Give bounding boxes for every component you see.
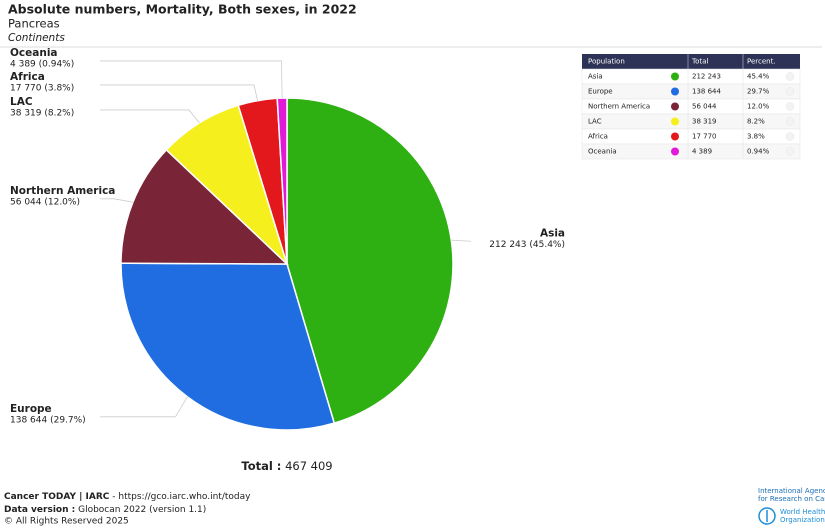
slice-label: Asia — [540, 227, 565, 239]
table-cell: 29.7% — [747, 88, 770, 96]
slice-value-label: 4 389 (0.94%) — [10, 59, 74, 69]
leader-line — [100, 60, 283, 99]
table-header: Population — [588, 58, 625, 66]
version-label: Data version : — [4, 505, 75, 515]
table-header: Total — [691, 58, 708, 66]
color-dot — [671, 132, 679, 141]
slice-label: Africa — [10, 71, 45, 83]
footer-source: Cancer TODAY | IARC - https://gco.iarc.w… — [4, 492, 251, 502]
chart-title: Absolute numbers, Mortality, Both sexes,… — [8, 2, 357, 17]
toggle — [785, 87, 795, 96]
chart-subtitle: Pancreas — [8, 17, 60, 31]
leader-line — [100, 396, 188, 418]
color-dot — [671, 117, 679, 126]
table-cell: 12.0% — [747, 103, 770, 111]
source: Cancer TODAY | IARC — [4, 492, 110, 502]
slice-value-label: 38 319 (8.2%) — [10, 108, 74, 118]
toggle — [785, 72, 795, 81]
iarc-logo-line: for Research on Cancer — [758, 495, 825, 503]
pie-slice — [120, 262, 336, 431]
leader-line — [100, 109, 200, 124]
total-label: Total : — [241, 459, 281, 473]
footer-version: Data version : Globocan 2022 (version 1.… — [4, 505, 206, 515]
slice-label: Oceania — [10, 47, 58, 59]
version: Globocan 2022 (version 1.1) — [78, 505, 206, 515]
table-cell: Oceania — [588, 148, 617, 156]
table-cell: 45.4% — [747, 73, 770, 81]
table-cell: 212 243 — [692, 73, 721, 81]
toggle — [785, 147, 795, 156]
table-cell: Europe — [588, 88, 613, 96]
who-logo-line: Organization — [780, 516, 825, 524]
table-cell: Asia — [588, 73, 603, 81]
iarc-logo-line: International Agency — [758, 487, 825, 495]
slice-label: LAC — [10, 96, 33, 108]
toggle — [785, 102, 795, 111]
slice-value-label: 212 243 (45.4%) — [489, 240, 565, 250]
total-value: 467 409 — [285, 459, 333, 473]
color-dot — [671, 102, 679, 111]
toggle — [785, 117, 795, 126]
copyright: © All Rights Reserved 2025 — [4, 517, 129, 527]
table-cell: 17 770 — [692, 133, 717, 141]
slice-label: Europe — [10, 403, 52, 415]
leader-line — [100, 198, 133, 203]
who-emblem — [758, 507, 776, 525]
table-cell: 0.94% — [747, 148, 770, 156]
table-cell: 38 319 — [692, 118, 717, 126]
table-cell: 56 044 — [692, 103, 717, 111]
toggle — [785, 132, 795, 141]
slice-value-label: 138 644 (29.7%) — [10, 415, 86, 425]
color-dot — [671, 147, 679, 156]
slice-value-label: 17 770 (3.8%) — [10, 83, 74, 93]
slice-label: Northern America — [10, 185, 115, 197]
pie-slice — [286, 97, 454, 425]
table-cell: Africa — [588, 133, 608, 141]
leader-line — [100, 84, 258, 101]
table-cell: 3.8% — [747, 133, 765, 141]
pie-slice — [120, 148, 289, 265]
table-cell: Northern America — [588, 103, 650, 111]
table-header-bg — [582, 54, 800, 69]
table-row-bg — [581, 128, 801, 145]
table-cell: 8.2% — [747, 118, 765, 126]
color-dot — [671, 87, 679, 96]
table-cell: LAC — [588, 118, 602, 126]
chart-caption: Continents — [8, 32, 65, 44]
link: - https://gco.iarc.who.int/today — [112, 492, 251, 502]
leader-line — [451, 239, 472, 242]
table-header: Percent. — [747, 58, 776, 66]
table-cell: 138 644 — [692, 88, 721, 96]
table-row-bg — [581, 143, 801, 160]
table-row-bg — [581, 113, 801, 130]
slice-value-label: 56 044 (12.0%) — [10, 197, 80, 207]
table-cell: 4 389 — [692, 148, 712, 156]
color-dot — [671, 72, 679, 81]
total: Total : 467 409 — [241, 459, 332, 473]
who-logo-line: World Health — [780, 508, 825, 516]
